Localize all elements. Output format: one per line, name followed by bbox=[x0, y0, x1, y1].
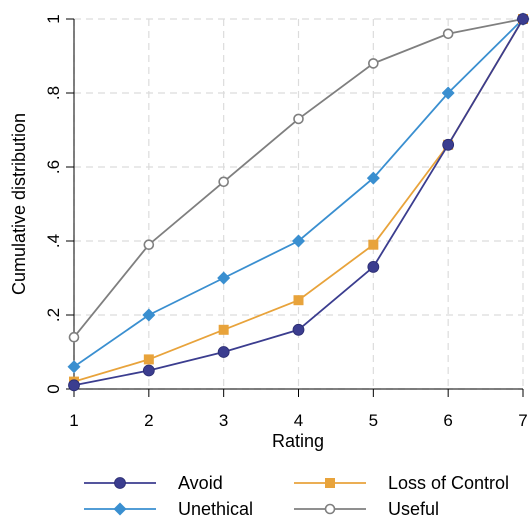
data-point-useful bbox=[442, 28, 454, 40]
data-point-useful bbox=[143, 239, 155, 250]
data-point-avoid bbox=[68, 379, 80, 392]
data-point-unethical bbox=[366, 171, 380, 185]
data-point-useful bbox=[218, 176, 229, 188]
y-tick-label: 1 bbox=[44, 14, 63, 23]
series-avoid bbox=[68, 13, 529, 392]
data-point-unethical bbox=[67, 360, 81, 374]
y-tick-label: .4 bbox=[44, 234, 63, 248]
data-point-loss-of-control bbox=[218, 324, 229, 335]
legend-label: Avoid bbox=[178, 472, 223, 493]
data-point-avoid bbox=[442, 138, 455, 151]
legend-label: Unethical bbox=[178, 498, 254, 519]
legend-swatch-loss-of-control bbox=[294, 478, 366, 488]
x-tick-label: 7 bbox=[518, 411, 527, 430]
data-point-useful bbox=[293, 113, 304, 125]
legend-item-avoid: Avoid bbox=[84, 470, 294, 496]
legend-marker-useful bbox=[324, 503, 336, 515]
y-axis-label: Cumulative distribution bbox=[9, 113, 29, 295]
x-tick-label: 2 bbox=[144, 411, 153, 430]
data-point-avoid bbox=[292, 323, 305, 336]
series-layer bbox=[67, 12, 530, 392]
x-tick-label: 4 bbox=[294, 411, 303, 430]
legend-item-loss-of-control: Loss of Control bbox=[294, 470, 524, 496]
axes: 0 .2 .4 .6 .8 1 1 2 3 4 5 6 7 bbox=[44, 14, 528, 430]
data-point-unethical bbox=[217, 271, 231, 285]
x-tick-label: 3 bbox=[219, 411, 228, 430]
data-point-unethical bbox=[292, 234, 305, 248]
data-point-avoid bbox=[517, 13, 529, 25]
y-tick-label: .8 bbox=[44, 86, 63, 100]
y-tick-label: .2 bbox=[44, 308, 63, 322]
data-point-unethical bbox=[142, 308, 156, 322]
legend-marker-avoid bbox=[114, 477, 126, 489]
data-point-loss-of-control bbox=[143, 354, 154, 365]
data-point-loss-of-control bbox=[368, 239, 379, 250]
legend: Avoid Loss of Control Unethical Useful bbox=[84, 470, 524, 522]
legend-label: Loss of Control bbox=[388, 472, 510, 493]
legend-swatch-unethical bbox=[84, 502, 156, 516]
data-point-useful bbox=[368, 58, 379, 69]
legend-item-unethical: Unethical bbox=[84, 496, 294, 522]
data-point-loss-of-control bbox=[293, 295, 304, 306]
x-tick-label: 1 bbox=[69, 411, 78, 430]
data-point-unethical bbox=[441, 86, 455, 100]
data-point-avoid bbox=[217, 346, 230, 358]
y-tick-label: .6 bbox=[44, 160, 63, 174]
data-point-useful bbox=[68, 331, 80, 343]
legend-item-useful: Useful bbox=[294, 496, 524, 522]
legend-label: Useful bbox=[388, 498, 440, 519]
legend-marker-unethical bbox=[113, 502, 127, 516]
x-tick-label: 5 bbox=[369, 411, 378, 430]
data-point-avoid bbox=[142, 364, 155, 377]
y-tick-label: 0 bbox=[44, 384, 63, 393]
data-point-avoid bbox=[367, 260, 380, 273]
x-tick-label: 6 bbox=[443, 411, 452, 430]
x-axis-label: Rating bbox=[272, 431, 324, 451]
legend-swatch-avoid bbox=[84, 477, 156, 489]
legend-swatch-useful bbox=[294, 503, 366, 515]
series-unethical bbox=[67, 12, 530, 374]
legend-marker-loss-of-control bbox=[325, 478, 335, 488]
